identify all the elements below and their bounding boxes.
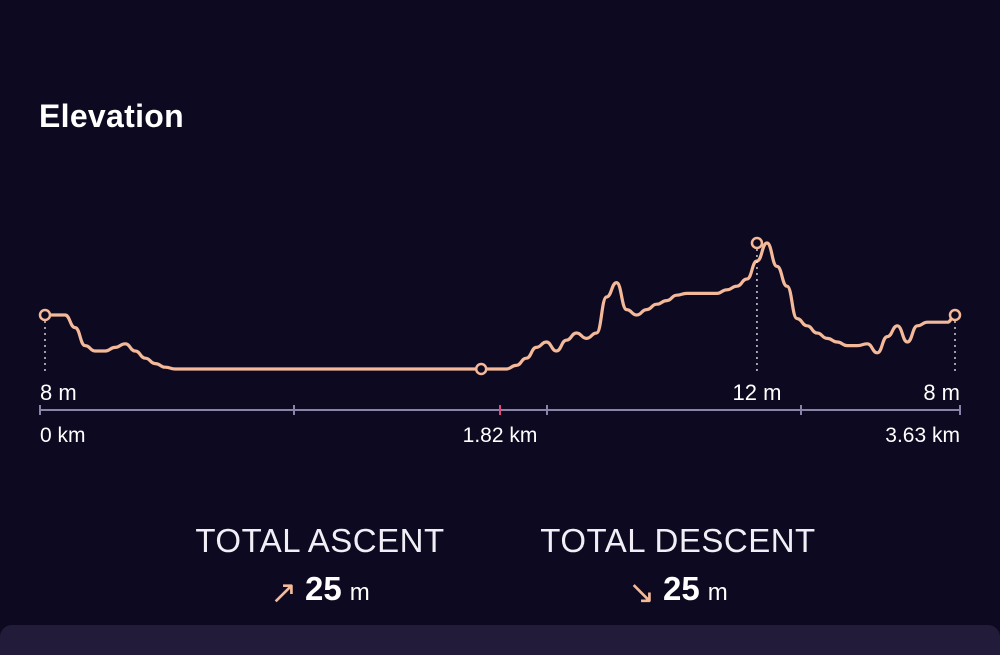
total-ascent-stat: TOTAL ASCENT ↗ 25 m: [170, 522, 470, 608]
elevation-line: [43, 241, 957, 371]
elevation-marker: [750, 236, 764, 250]
total-descent-value: 25: [663, 570, 700, 607]
total-descent-unit: m: [707, 579, 728, 606]
total-descent-label: TOTAL DESCENT: [540, 522, 816, 559]
elevation-value-label: 12 m: [732, 380, 781, 405]
section-title: Elevation: [39, 98, 184, 134]
total-ascent-unit: m: [349, 579, 370, 606]
elevation-value-label: 8 m: [40, 380, 77, 405]
x-tick-label: 0 km: [40, 424, 86, 447]
bottom-sheet-handle-area[interactable]: [0, 625, 1000, 655]
total-ascent-label: TOTAL ASCENT: [195, 522, 445, 559]
x-tick-label: 3.63 km: [885, 424, 960, 447]
elevation-marker: [38, 308, 52, 322]
total-ascent-value: 25: [305, 570, 342, 607]
x-tick-label: 1.82 km: [463, 424, 538, 447]
elevation-value-label: 8 m: [923, 380, 960, 405]
elevation-marker: [948, 308, 962, 322]
arrow-down-right-icon: ↘: [628, 574, 656, 610]
elevation-chart: 8 m 12 m 8 m 0 km 1.82 km 3.63 km: [38, 236, 962, 447]
arrow-up-right-icon: ↗: [270, 574, 298, 610]
elevation-marker: [474, 362, 488, 376]
total-descent-stat: TOTAL DESCENT ↘ 25 m: [528, 522, 828, 608]
